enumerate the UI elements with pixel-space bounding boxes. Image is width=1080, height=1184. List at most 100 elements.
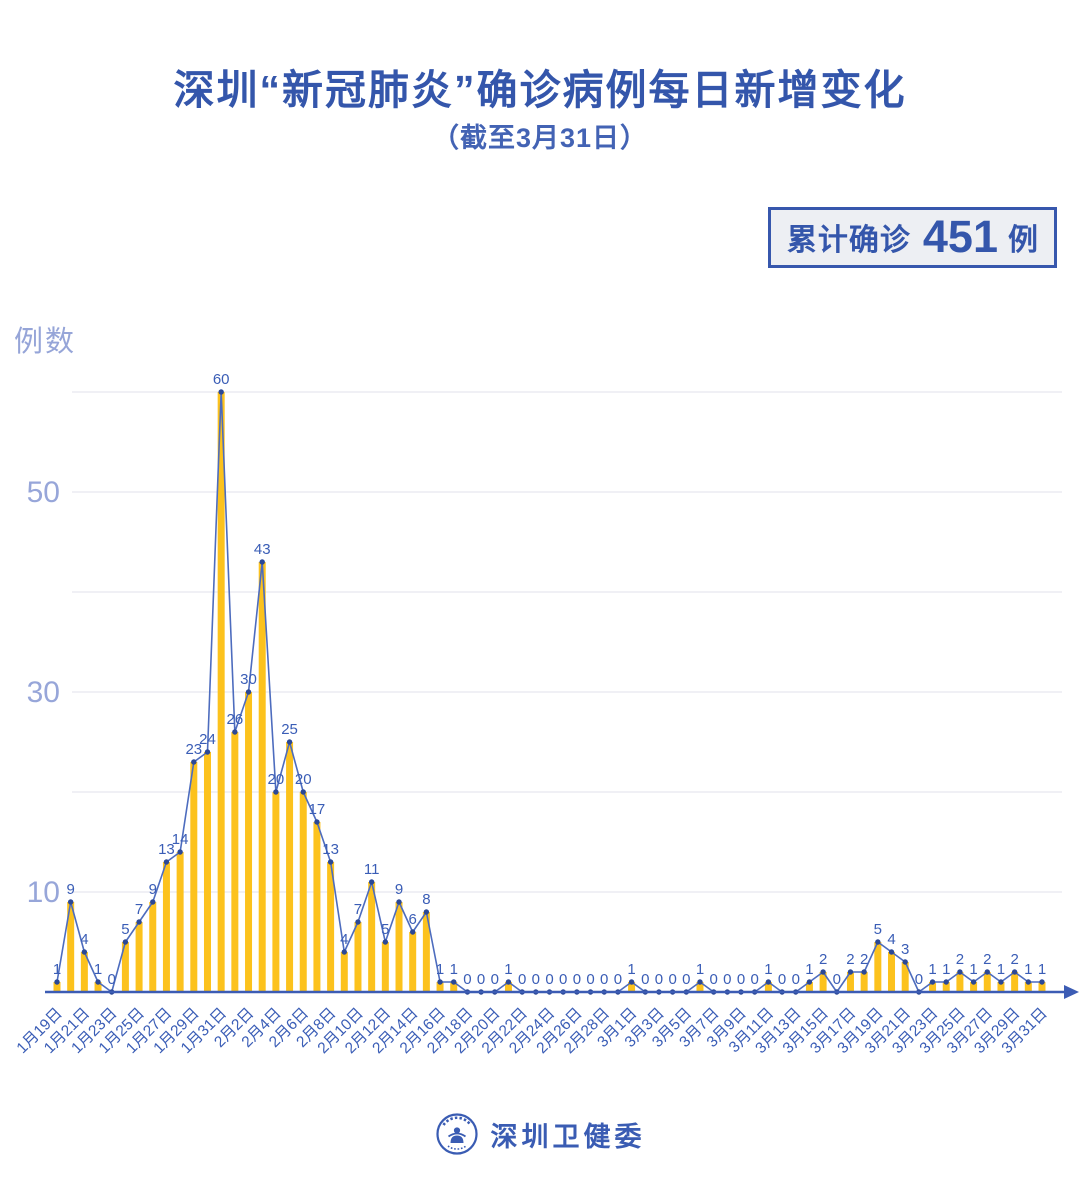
value-label: 1 <box>1038 961 1046 978</box>
bar <box>121 942 129 992</box>
data-point-marker <box>820 969 826 975</box>
data-point-marker <box>451 979 457 985</box>
value-label: 0 <box>586 971 594 988</box>
data-point-marker <box>136 919 142 925</box>
bar <box>368 882 376 992</box>
value-label: 26 <box>227 711 244 728</box>
data-point-marker <box>847 969 854 975</box>
data-point-marker <box>628 979 635 985</box>
data-point-marker <box>505 979 512 985</box>
bar <box>313 822 321 992</box>
data-point-marker <box>1039 979 1045 985</box>
value-label: 11 <box>364 861 380 878</box>
bar <box>409 932 417 992</box>
value-label: 13 <box>322 841 339 858</box>
bar <box>970 982 978 992</box>
bar <box>217 392 225 992</box>
bar <box>245 692 253 992</box>
bar <box>80 952 88 992</box>
data-point-marker <box>150 899 156 905</box>
value-label: 2 <box>846 951 854 968</box>
bar <box>231 732 239 992</box>
data-point-marker <box>902 959 908 965</box>
data-point-marker <box>259 559 265 565</box>
data-point-marker <box>998 979 1004 985</box>
footer-brand-text: 深圳卫健委 <box>490 1121 646 1152</box>
data-point-marker <box>888 949 895 955</box>
bar <box>764 982 772 992</box>
data-point-marker <box>929 979 936 985</box>
bar <box>860 972 868 992</box>
data-point-marker <box>177 849 183 855</box>
bar <box>888 952 896 992</box>
bar <box>190 762 198 992</box>
value-label: 0 <box>491 971 499 988</box>
data-point-marker <box>409 929 416 935</box>
badge-total-number: 451 <box>922 211 998 262</box>
bar <box>805 982 813 992</box>
value-label: 13 <box>158 841 175 858</box>
bar <box>929 982 937 992</box>
bar <box>94 982 102 992</box>
data-point-marker <box>396 899 402 905</box>
value-label: 23 <box>185 741 202 758</box>
data-point-marker <box>327 859 334 865</box>
data-point-marker <box>1011 969 1018 975</box>
y-axis-unit-label: 例数 <box>14 326 77 358</box>
value-label: 7 <box>354 901 362 918</box>
data-point-marker <box>943 979 949 985</box>
x-axis-arrow <box>1064 985 1079 999</box>
value-label: 30 <box>240 671 257 688</box>
data-point-marker <box>970 979 977 985</box>
value-label: 0 <box>655 971 663 988</box>
bar <box>450 982 458 992</box>
bar <box>272 792 280 992</box>
y-tick-label: 30 <box>27 676 60 709</box>
value-label: 0 <box>477 971 485 988</box>
data-point-marker <box>218 389 224 395</box>
badge-suffix-label: 例 <box>1008 223 1038 257</box>
bar <box>901 962 909 992</box>
value-label: 0 <box>751 971 759 988</box>
value-label: 0 <box>108 971 116 988</box>
value-label: 1 <box>436 961 444 978</box>
data-point-marker <box>163 859 170 865</box>
value-label: 1 <box>94 961 102 978</box>
bar <box>135 922 143 992</box>
value-label: 1 <box>928 961 936 978</box>
data-point-marker <box>355 919 361 925</box>
value-label: 1 <box>627 961 635 978</box>
data-point-marker <box>341 949 347 955</box>
value-label: 0 <box>833 971 841 988</box>
value-label: 3 <box>901 941 909 958</box>
bar <box>1011 972 1019 992</box>
value-label: 4 <box>340 931 348 948</box>
data-point-marker <box>382 939 389 945</box>
bar <box>696 982 704 992</box>
bar <box>327 862 335 992</box>
data-point-marker <box>245 689 252 695</box>
value-label: 1 <box>997 961 1005 978</box>
bar <box>286 742 294 992</box>
bar <box>422 912 430 992</box>
bar <box>53 982 61 992</box>
bar <box>628 982 636 992</box>
value-label: 1 <box>504 961 512 978</box>
bar <box>354 922 362 992</box>
value-label: 8 <box>422 891 430 908</box>
bar <box>395 902 403 992</box>
value-label: 0 <box>778 971 786 988</box>
shenzhen-health-commission-logo-icon <box>435 1113 478 1155</box>
data-point-marker <box>1025 979 1032 985</box>
value-label: 2 <box>983 951 991 968</box>
data-point-marker <box>122 939 129 945</box>
data-point-marker <box>875 939 881 945</box>
bar <box>1038 982 1046 992</box>
value-label: 1 <box>696 961 704 978</box>
chart-title: 深圳“新冠肺炎”确诊病例每日新增变化 <box>173 67 907 113</box>
value-label: 0 <box>641 971 649 988</box>
value-label: 14 <box>172 831 189 848</box>
value-label: 43 <box>254 541 271 558</box>
data-point-marker <box>54 979 60 985</box>
value-label: 5 <box>874 921 882 938</box>
